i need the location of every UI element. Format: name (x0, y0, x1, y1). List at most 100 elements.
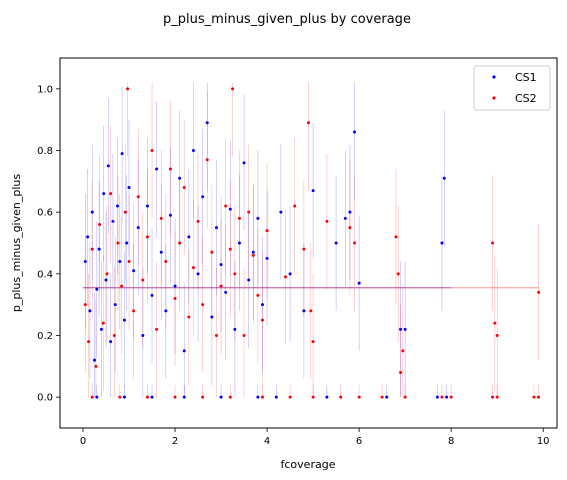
data-points (83, 87, 541, 399)
x-tick-label: 8 (448, 436, 454, 447)
point-cs2 (307, 121, 310, 125)
point-cs1 (93, 358, 97, 362)
point-cs2 (233, 272, 237, 276)
point-cs2 (116, 241, 120, 245)
error-bars (85, 82, 539, 398)
point-cs1 (442, 176, 446, 180)
y-tick-label: 0.0 (37, 393, 53, 404)
legend-label-cs1: CS1 (515, 71, 537, 84)
point-cs2 (145, 235, 149, 239)
point-cs2 (155, 327, 159, 331)
point-cs1 (109, 340, 113, 344)
point-cs2 (242, 334, 246, 337)
point-cs2 (339, 395, 343, 399)
point-cs1 (150, 395, 154, 399)
legend-marker-cs2 (492, 96, 496, 100)
point-cs2 (182, 186, 186, 189)
point-cs2 (201, 395, 205, 399)
point-cs2 (348, 226, 352, 230)
point-cs1 (288, 272, 292, 276)
point-cs2 (256, 293, 260, 297)
point-cs1 (118, 260, 122, 263)
point-cs2 (205, 158, 209, 162)
point-cs2 (288, 395, 292, 399)
legend-label-cs2: CS2 (515, 92, 537, 105)
point-cs1 (219, 263, 223, 267)
point-cs2 (168, 167, 172, 171)
x-tick-label: 4 (264, 436, 270, 447)
point-cs1 (88, 309, 92, 313)
point-cs2 (228, 395, 232, 399)
x-tick-label: 2 (172, 436, 178, 447)
point-cs2 (90, 247, 94, 251)
point-cs2 (283, 275, 287, 279)
point-cs1 (111, 219, 115, 223)
point-cs1 (302, 309, 306, 313)
point-cs1 (95, 287, 99, 291)
point-cs1 (191, 149, 195, 152)
point-cs2 (90, 395, 94, 399)
point-cs1 (440, 241, 444, 245)
point-cs2 (191, 266, 195, 270)
point-cs2 (159, 216, 163, 220)
point-cs2 (325, 219, 329, 223)
point-cs2 (449, 395, 453, 399)
y-tick-label: 0.2 (37, 331, 53, 342)
point-cs1 (210, 315, 214, 319)
y-tick-label: 0.6 (37, 208, 53, 219)
point-cs1 (196, 272, 200, 276)
x-tick-label: 10 (537, 436, 550, 447)
point-cs1 (159, 250, 163, 254)
point-cs1 (132, 269, 136, 273)
axis-ticks: 0 2 4 6 8 10 0.0 0.2 0.4 0.6 0.8 1.0 (37, 84, 549, 447)
point-cs2 (196, 219, 200, 223)
point-cs2 (399, 371, 403, 374)
point-cs1 (228, 207, 232, 211)
point-cs2 (309, 309, 313, 313)
x-axis-label: fcoverage (281, 458, 336, 471)
point-cs2 (224, 204, 228, 208)
point-cs2 (123, 210, 127, 214)
point-cs2 (178, 241, 182, 245)
point-cs1 (141, 334, 145, 337)
point-cs1 (95, 395, 99, 399)
point-cs2 (210, 250, 214, 254)
point-cs1 (265, 256, 269, 260)
plot-area-frame (59, 57, 558, 429)
point-cs2 (127, 260, 131, 263)
point-cs1 (353, 130, 357, 134)
point-cs2 (260, 395, 264, 399)
point-cs2 (120, 284, 124, 288)
point-cs2 (231, 87, 235, 91)
point-cs2 (491, 241, 495, 245)
legend: CS1 CS2 (473, 65, 551, 111)
x-tick-label: 0 (80, 436, 86, 447)
point-cs1 (385, 395, 389, 399)
y-axis-label: p_plus_minus_given_plus (10, 174, 23, 312)
point-cs2 (228, 247, 232, 251)
point-cs2 (251, 253, 255, 257)
point-cs2 (118, 395, 122, 399)
point-cs1 (274, 395, 278, 399)
point-cs1 (325, 395, 329, 399)
point-cs1 (256, 216, 260, 220)
point-cs1 (182, 349, 186, 353)
point-cs1 (116, 204, 120, 208)
point-cs2 (396, 272, 400, 276)
point-cs1 (224, 290, 228, 294)
point-cs1 (106, 164, 110, 168)
point-cs1 (256, 395, 260, 399)
point-cs2 (495, 395, 499, 399)
point-cs1 (150, 293, 154, 297)
point-cs1 (104, 278, 108, 282)
point-cs2 (265, 229, 269, 233)
point-cs1 (201, 195, 205, 199)
point-cs2 (247, 210, 251, 214)
point-cs1 (127, 186, 131, 189)
point-cs2 (491, 395, 495, 399)
point-cs1 (145, 204, 149, 208)
point-cs2 (83, 303, 87, 307)
point-cs2 (403, 395, 407, 399)
point-cs1 (187, 235, 191, 239)
